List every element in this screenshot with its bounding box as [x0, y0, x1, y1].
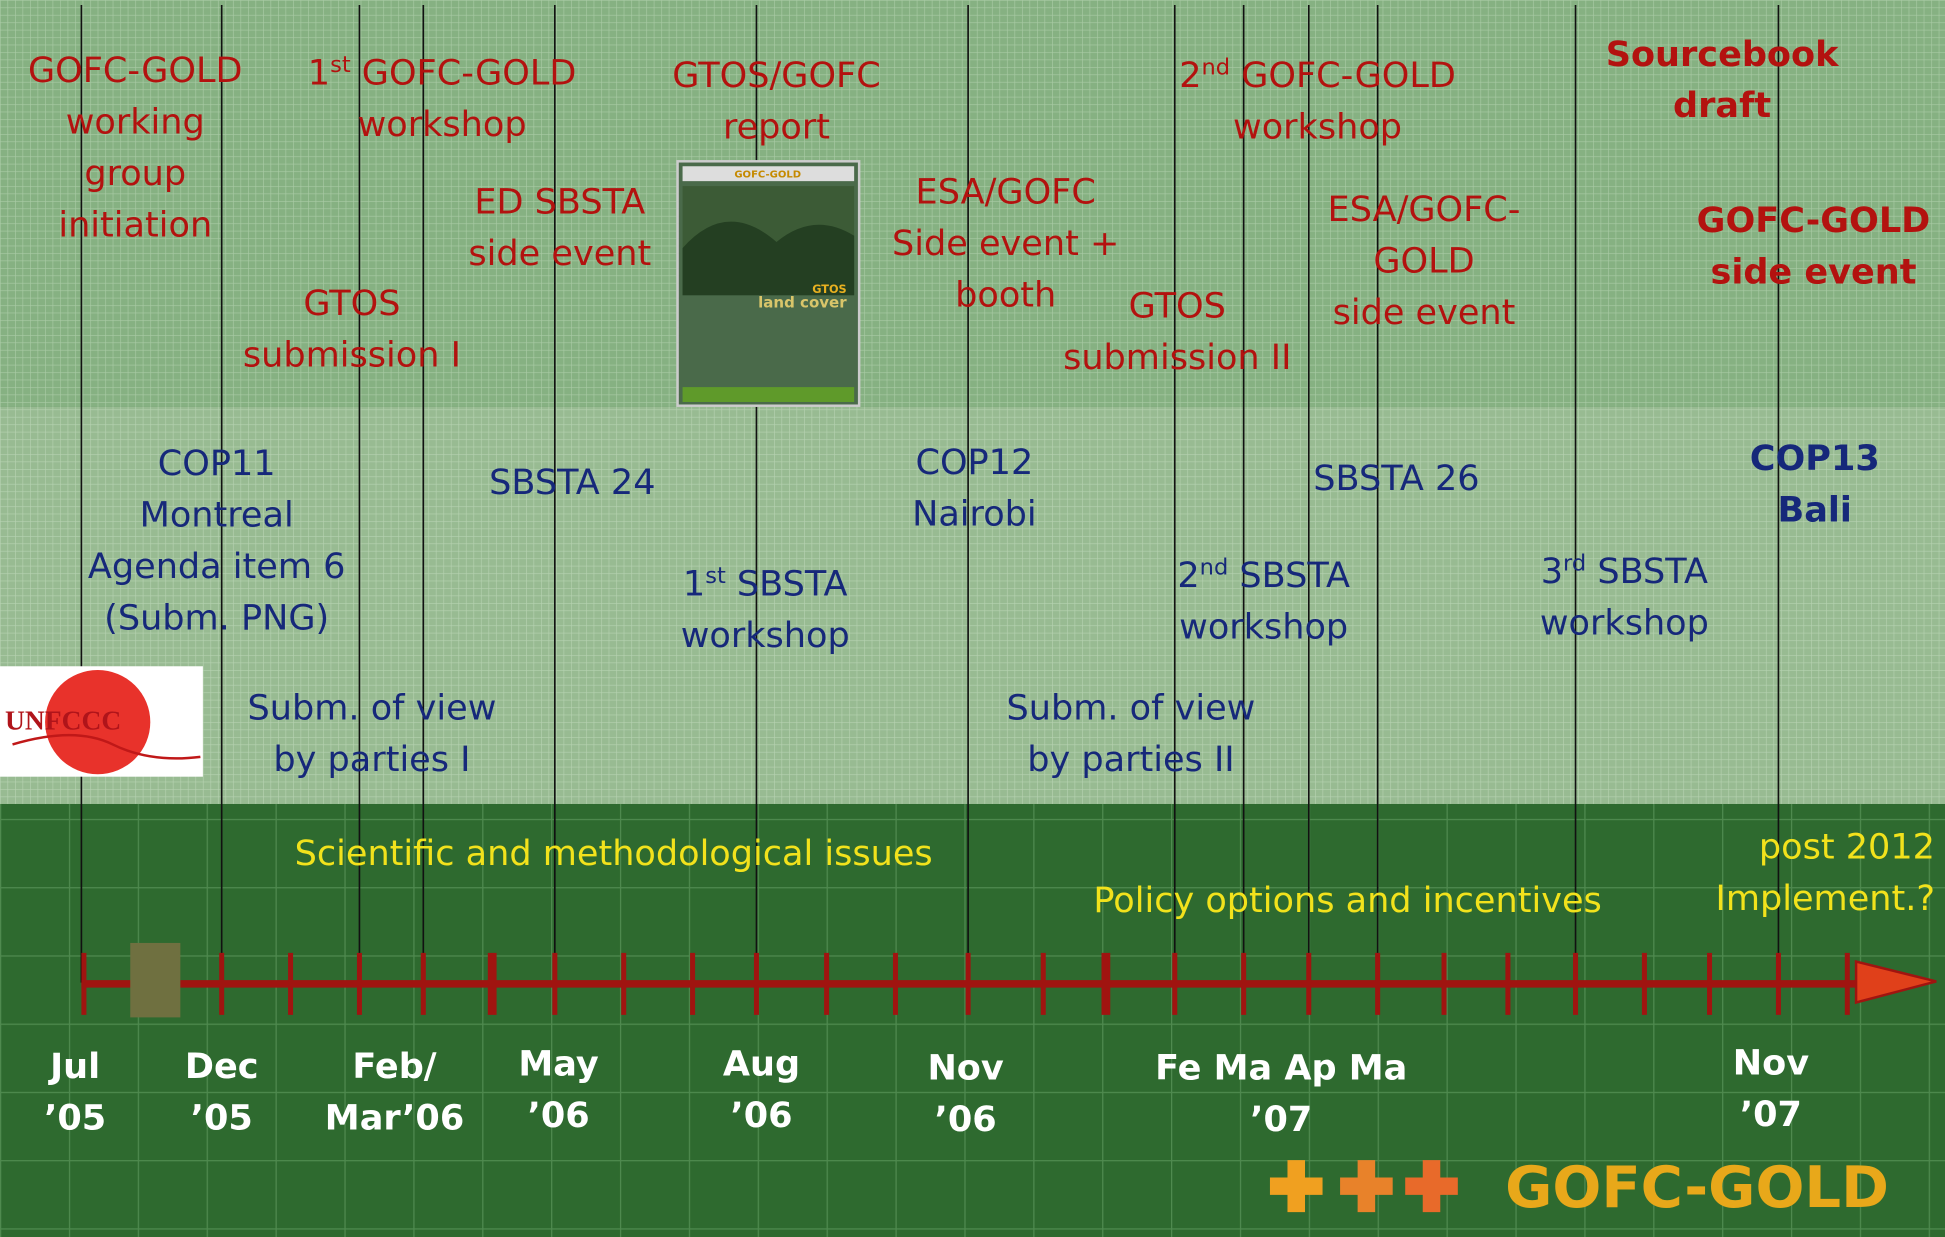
text-line: submission II [1063, 338, 1291, 378]
text-line: (Subm. PNG) [104, 599, 329, 639]
text-line: working [66, 103, 205, 143]
text-line: Aug [723, 1045, 800, 1085]
text-line: ’06 [730, 1096, 792, 1136]
text-line: GTOS [1129, 287, 1226, 327]
text-line: GOFC-GOLD [28, 51, 243, 91]
text: SBSTA [726, 565, 848, 605]
text-line: COP12 [915, 443, 1033, 483]
text-line: Sourcebook [1606, 35, 1839, 75]
slide: UNFCCC GOFC-GOLD GTOS land cover GOFC-GO… [0, 0, 1945, 1237]
text-line: side event [1333, 293, 1516, 333]
text-line: GTOS [303, 284, 400, 324]
middle-event: SBSTA 26 [1313, 459, 1479, 499]
cover-header: GOFC-GOLD [734, 169, 801, 180]
text: SBSTA [1228, 556, 1350, 596]
text-line: ESA/GOFC- [1328, 190, 1521, 230]
text-line: ’05 [44, 1099, 106, 1139]
text-line: side event [1710, 253, 1916, 293]
text-line: Fe Ma Ap Ma [1155, 1049, 1407, 1089]
text-line: ESA/GOFC [916, 173, 1096, 213]
text-line: May [518, 1045, 599, 1085]
text-line: Side event + [892, 224, 1119, 264]
middle-event: SBSTA 24 [489, 463, 655, 503]
text-line: Nairobi [912, 495, 1037, 535]
text-line: ’06 [528, 1096, 590, 1136]
unfccc-text: UNFCCC [5, 706, 121, 736]
text-line: Jul [48, 1047, 100, 1087]
text-line: Scientific and methodological issues [295, 834, 933, 874]
text-line: Dec [185, 1047, 259, 1087]
text-line: Agenda item 6 [88, 547, 346, 587]
text-line: draft [1673, 86, 1771, 126]
text-line: ’07 [1250, 1100, 1312, 1140]
text-line: ED SBSTA [474, 183, 645, 223]
text-line: post 2012 [1759, 828, 1935, 868]
text-line: Subm. of view [1007, 689, 1256, 729]
text-line: workshop [681, 616, 850, 656]
superscript: nd [1202, 55, 1231, 81]
text-line: Nov [1733, 1044, 1810, 1084]
text-line: COP13 [1750, 439, 1880, 479]
text-line: initiation [58, 206, 212, 246]
superscript: rd [1563, 551, 1586, 577]
number: 3 [1541, 552, 1563, 592]
text-line: group [84, 154, 186, 194]
text-line: Bali [1778, 491, 1852, 531]
text-line: side event [468, 234, 651, 274]
text-line: GOLD [1373, 241, 1474, 281]
text-line: workshop [1233, 107, 1402, 147]
text-line: booth [955, 276, 1056, 316]
text-line: SBSTA 24 [489, 463, 655, 503]
text-line: Feb/ [352, 1047, 436, 1087]
superscript: st [330, 52, 351, 78]
text: GOFC-GOLD [1230, 56, 1456, 96]
superscript: nd [1200, 555, 1229, 581]
text-line: GOFC-GOLD [1697, 201, 1931, 241]
book-cover: GOFC-GOLD GTOS land cover [678, 161, 860, 405]
text-line: Implement.? [1716, 879, 1935, 919]
text-line: Policy options and incentives [1093, 881, 1601, 921]
text-line: Nov [927, 1049, 1004, 1089]
text-line: submission I [243, 336, 461, 376]
text-line: report [723, 107, 830, 147]
superscript: st [705, 563, 726, 589]
number: 1 [683, 565, 705, 605]
unfccc-logo: UNFCCC [0, 666, 203, 776]
text-line: ’06 [935, 1100, 997, 1140]
text-line: by parties II [1027, 740, 1234, 780]
text-line: Mar’06 [325, 1099, 464, 1139]
cover-subtitle: land cover [758, 294, 847, 312]
gofc-gold-logo: GOFC-GOLD [1270, 1154, 1889, 1221]
theme-label: Scientific and methodological issues [295, 834, 933, 874]
theme-label: Policy options and incentives [1093, 881, 1601, 921]
text-line: workshop [1179, 607, 1348, 647]
text-line: workshop [1540, 604, 1709, 644]
text-line: ’05 [191, 1099, 253, 1139]
text-line: COP11 [158, 444, 276, 484]
number: 2 [1177, 556, 1199, 596]
text-line: workshop [358, 105, 527, 145]
text-line: ’07 [1740, 1095, 1802, 1135]
text-line: GTOS/GOFC [672, 56, 880, 96]
text-line: Subm. of view [248, 689, 497, 729]
number: 1 [308, 54, 330, 94]
text-line: Montreal [140, 496, 294, 536]
text-line: SBSTA 26 [1313, 459, 1479, 499]
text-line: by parties I [273, 740, 470, 780]
number: 2 [1179, 56, 1201, 96]
text: SBSTA [1586, 552, 1708, 592]
text: GOFC-GOLD [351, 54, 577, 94]
gofc-gold-text: GOFC-GOLD [1505, 1154, 1889, 1221]
